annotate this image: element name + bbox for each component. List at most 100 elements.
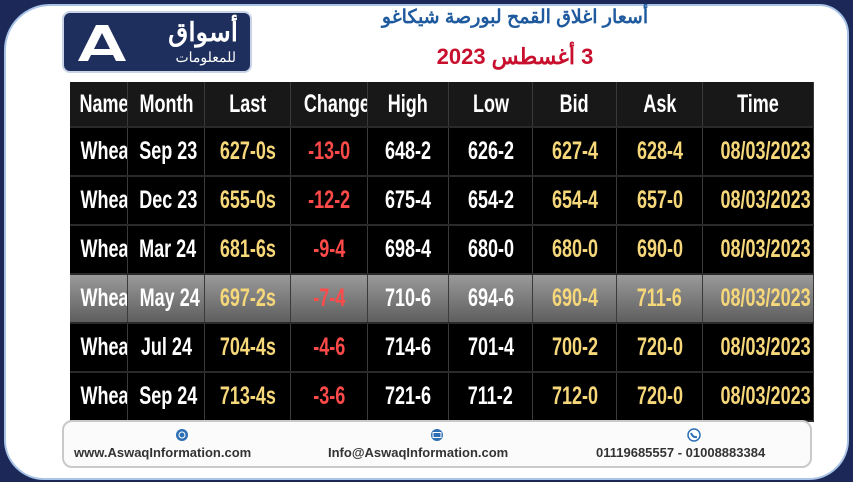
cell-text: -7-4	[312, 284, 346, 312]
cell: 675-4	[367, 176, 449, 226]
cell-text: -9-4	[312, 235, 346, 263]
cell: 655-0s	[204, 176, 291, 226]
cell-text: 675-4	[384, 186, 432, 214]
logo-icon	[78, 25, 126, 61]
cell-text: 657-0	[636, 186, 683, 214]
cell: 08/03/2023	[702, 176, 814, 226]
column-header: Month	[127, 82, 205, 128]
cell-text: 08/03/2023	[720, 382, 811, 410]
column-header: High	[367, 82, 449, 128]
cell-text: -3-6	[312, 382, 346, 410]
cell-text: 720-0	[636, 333, 683, 361]
logo: أسواق للمعلومات	[62, 11, 252, 73]
cell: Wheat	[70, 323, 128, 373]
column-header: Ask	[616, 82, 703, 128]
cell: Wheat	[70, 176, 128, 226]
cell-text: 700-2	[551, 333, 598, 361]
table-row: Wheat Sep 23 627-0s -13-0 648-2 626-2 627-4 628…	[70, 127, 814, 177]
cell: 711-2	[448, 372, 533, 422]
cell: -13-0	[290, 127, 368, 177]
cell-text: 655-0s	[219, 186, 276, 214]
cell-text: 654-2	[467, 186, 514, 214]
cell-text: Mar 24	[139, 235, 197, 263]
cell-text: 681-6s	[219, 235, 276, 263]
cell: 08/03/2023	[702, 323, 814, 373]
cell: 701-4	[448, 323, 533, 373]
cell: 648-2	[367, 127, 449, 177]
column-header-text: Name	[79, 89, 128, 118]
cell-text: 701-4	[467, 333, 514, 361]
cell: 698-4	[367, 225, 449, 275]
cell-text: 690-4	[551, 284, 598, 312]
table-row: Wheat Jul 24 704-4s -4-6 714-6 701-4 700-2 720-…	[70, 323, 814, 373]
cell-text: 08/03/2023	[720, 333, 811, 361]
cell: 694-6	[448, 274, 533, 324]
logo-text: أسواق	[168, 17, 238, 47]
cell-text: Wheat	[80, 235, 127, 263]
cell: 08/03/2023	[702, 127, 814, 177]
cell: 680-0	[448, 225, 533, 275]
table-row: Wheat Mar 24 681-6s -9-4 698-4 680-0 680-0 690-…	[70, 225, 814, 275]
column-header: Change	[290, 82, 368, 128]
footer: www.AswaqInformation.com Info@AswaqInfor…	[62, 420, 812, 468]
cell: 627-4	[532, 127, 617, 177]
cell: 713-4s	[204, 372, 291, 422]
price-table: Name Month Last Change High Low Bid Ask Time Whea…	[70, 82, 814, 422]
cell-text: 720-0	[636, 382, 683, 410]
column-header-text: Low	[472, 89, 509, 118]
website: www.AswaqInformation.com	[74, 445, 252, 460]
cell-text: May 24	[139, 284, 200, 312]
phone-icon	[687, 428, 701, 442]
cell: Jul 24	[127, 323, 205, 373]
cell: 08/03/2023	[702, 274, 814, 324]
cell: 690-4	[532, 274, 617, 324]
cell-text: 627-0s	[219, 137, 276, 165]
cell-text: 627-4	[551, 137, 598, 165]
cell: 704-4s	[204, 323, 291, 373]
cell-text: 648-2	[384, 137, 432, 165]
cell: Wheat	[70, 127, 128, 177]
cell-text: -4-6	[312, 333, 346, 361]
cell: -12-2	[290, 176, 368, 226]
cell-text: Jul 24	[140, 333, 192, 361]
cell: 654-4	[532, 176, 617, 226]
column-header: Name	[70, 82, 128, 128]
cell-text: 713-4s	[219, 382, 276, 410]
cell: 657-0	[616, 176, 703, 226]
cell: -7-4	[290, 274, 368, 324]
cell-text: Wheat	[80, 382, 127, 410]
cell-text: 694-6	[467, 284, 514, 312]
cell: May 24	[127, 274, 205, 324]
cell: Sep 24	[127, 372, 205, 422]
cell: 712-0	[532, 372, 617, 422]
column-header-text: Change	[303, 89, 368, 118]
cell: 700-2	[532, 323, 617, 373]
cell-text: 704-4s	[219, 333, 276, 361]
cell-text: Wheat	[80, 137, 127, 165]
cell-text: 08/03/2023	[720, 186, 811, 214]
cell: Sep 23	[127, 127, 205, 177]
cell-text: Sep 23	[139, 137, 198, 165]
column-header-text: High	[387, 89, 428, 118]
table-row: Wheat Sep 24 713-4s -3-6 721-6 711-2 712-0 720-…	[70, 372, 814, 422]
cell-text: 654-4	[551, 186, 598, 214]
column-header-text: Time	[737, 89, 779, 118]
cell-text: 626-2	[467, 137, 514, 165]
cell: 627-0s	[204, 127, 291, 177]
mail-icon	[431, 429, 443, 441]
cell: -4-6	[290, 323, 368, 373]
title: أسعار اغلاق القمح لبورصة شيكاغو	[381, 7, 649, 28]
header-row: Name Month Last Change High Low Bid Ask Time	[70, 82, 814, 128]
cell-text: Dec 23	[139, 186, 198, 214]
cell-text: 690-0	[636, 235, 683, 263]
cell: 714-6	[367, 323, 449, 373]
cell: 626-2	[448, 127, 533, 177]
cell-text: 711-6	[636, 284, 683, 312]
cell-text: 08/03/2023	[720, 284, 811, 312]
cell: 720-0	[616, 323, 703, 373]
cell-text: 08/03/2023	[720, 137, 811, 165]
cell-text: 628-4	[636, 137, 683, 165]
cell-text: Sep 24	[139, 382, 198, 410]
cell: 628-4	[616, 127, 703, 177]
